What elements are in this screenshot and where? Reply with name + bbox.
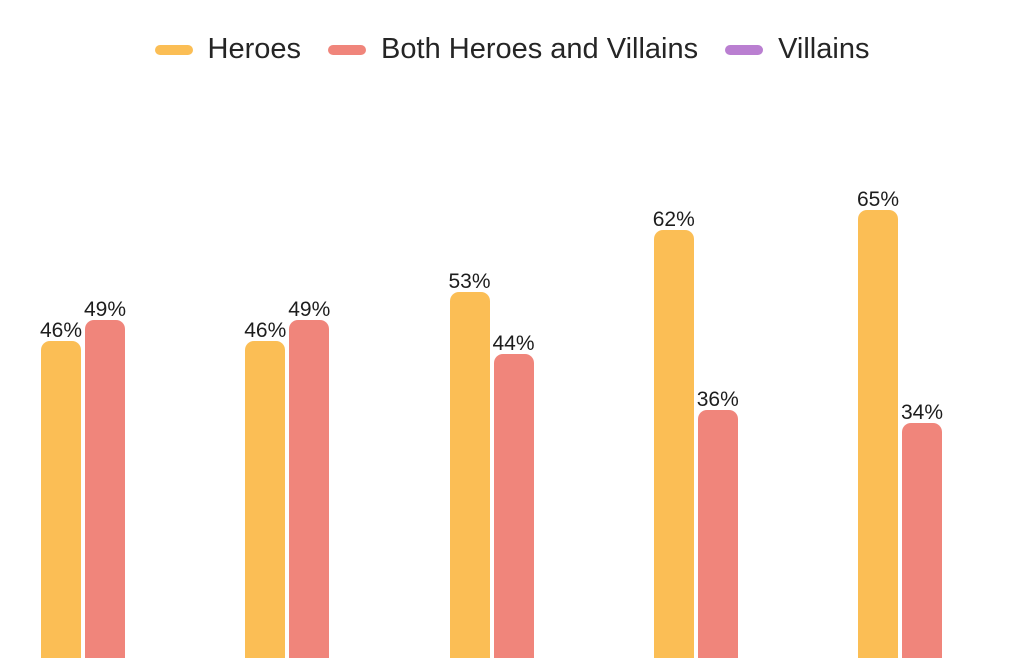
bar-heroes-group-3 <box>450 292 490 658</box>
bar-both-heroes-and-villains-group-2 <box>289 320 329 658</box>
bar-heroes-group-1 <box>41 341 81 658</box>
bar-value-label-heroes-group-4: 62% <box>653 209 695 230</box>
bar-value-label-heroes-group-2: 46% <box>244 320 286 341</box>
bar-both-heroes-and-villains-group-4 <box>698 410 738 658</box>
plot-area: 46% 46% 53% 62% 65% 49% 49% 44% 36% 34% <box>0 0 1024 512</box>
bar-value-label-heroes-group-1: 46% <box>40 320 82 341</box>
bar-heroes-group-4 <box>654 230 694 658</box>
bar-both-heroes-and-villains-group-3 <box>494 354 534 658</box>
bar-value-label-both-heroes-and-villains-group-4: 36% <box>697 389 739 410</box>
bar-value-label-both-heroes-and-villains-group-2: 49% <box>288 299 330 320</box>
bar-heroes-group-2 <box>245 341 285 658</box>
bar-value-label-heroes-group-5: 65% <box>857 189 899 210</box>
bar-value-label-both-heroes-and-villains-group-3: 44% <box>492 333 534 354</box>
bar-both-heroes-and-villains-group-5 <box>902 423 942 658</box>
bar-value-label-both-heroes-and-villains-group-5: 34% <box>901 402 943 423</box>
bar-value-label-heroes-group-3: 53% <box>448 271 490 292</box>
bar-both-heroes-and-villains-group-1 <box>85 320 125 658</box>
bar-chart: Heroes Both Heroes and Villains Villains… <box>0 0 1024 512</box>
bar-heroes-group-5 <box>858 210 898 658</box>
bar-value-label-both-heroes-and-villains-group-1: 49% <box>84 299 126 320</box>
